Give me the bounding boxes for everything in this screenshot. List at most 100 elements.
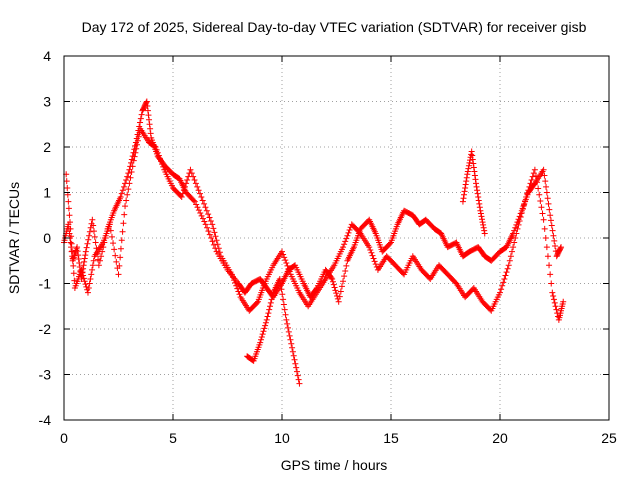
data-point-marker [543,183,550,190]
data-point-marker [538,204,545,211]
data-point-marker [474,187,481,194]
data-point-marker [193,201,200,208]
data-point-marker [68,248,75,255]
data-point-marker [280,251,287,258]
data-point-marker [344,232,351,239]
data-point-marker [557,245,564,252]
data-point-marker [190,197,197,204]
x-tick-label: 5 [169,430,177,446]
data-point-marker [188,170,195,177]
data-point-marker [85,236,92,243]
data-point-marker [476,200,483,207]
data-point-marker [547,217,554,224]
data-point-marker [215,245,222,252]
data-point-marker [210,225,217,232]
data-point-marker [263,316,270,323]
data-point-marker [289,344,296,351]
series-track-d [459,148,488,237]
data-point-marker [552,242,559,249]
data-point-marker [196,190,203,197]
data-point-marker [464,168,471,175]
data-point-marker [202,204,209,211]
data-point-marker [343,235,350,242]
data-point-marker [111,246,118,253]
data-point-marker [75,252,82,259]
data-point-marker [86,232,93,239]
data-point-marker [288,340,295,347]
data-point-marker [85,285,92,292]
data-point-marker [129,163,136,170]
data-point-marker [293,364,300,371]
data-point-marker [550,293,557,300]
data-point-marker [473,183,480,190]
data-point-marker [231,277,238,284]
data-point-marker [262,322,269,329]
data-point-marker [500,279,507,286]
data-point-marker [518,209,525,216]
data-point-marker [546,262,553,269]
data-point-marker [459,198,466,205]
data-point-marker [253,299,260,306]
data-point-marker [158,158,165,165]
data-point-marker [194,183,201,190]
data-point-marker [525,187,532,194]
data-point-marker [68,244,75,251]
data-point-marker [541,225,548,232]
data-points [61,98,567,387]
data-point-marker [545,200,552,207]
y-tick-label: 4 [43,48,51,64]
data-point-marker [154,149,161,156]
data-point-marker [544,253,551,260]
y-tick-label: 2 [43,139,51,155]
data-point-marker [68,240,75,247]
data-point-marker [282,257,289,264]
data-point-marker [532,173,539,180]
data-point-marker [368,249,375,256]
data-point-marker [205,211,212,218]
data-point-marker [198,194,205,201]
data-point-marker [540,166,547,173]
data-point-marker [160,163,167,170]
data-point-marker [340,278,347,285]
data-point-marker [290,352,297,359]
data-point-marker [537,198,544,205]
data-point-marker [155,152,162,159]
data-point-marker [286,268,293,275]
data-point-marker [550,296,557,303]
data-point-marker [544,195,551,202]
data-point-marker [503,269,510,276]
data-point-marker [516,217,523,224]
data-point-marker [465,162,472,169]
data-point-marker [184,176,191,183]
data-point-marker [337,288,344,295]
data-point-marker [468,151,475,158]
data-point-marker [183,180,190,187]
y-tick-label: -2 [39,321,52,337]
data-point-marker [331,284,338,291]
data-point-marker [76,260,83,267]
data-point-marker [369,252,376,259]
data-point-marker [123,176,130,183]
data-point-marker [125,186,132,193]
data-point-marker [82,252,89,259]
data-point-marker [116,262,123,269]
data-point-marker [143,98,150,105]
y-tick-label: 0 [43,230,51,246]
data-point-marker [517,213,524,220]
data-point-marker [118,190,125,197]
data-point-marker [542,235,549,241]
data-point-marker [469,152,476,159]
data-point-marker [332,287,339,294]
data-point-marker [462,184,469,191]
data-point-marker [209,238,216,245]
data-point-marker [144,103,151,110]
y-tick-label: -4 [39,412,52,428]
data-point-marker [257,339,264,346]
data-point-marker [560,298,567,305]
data-point-marker [527,180,534,187]
data-point-marker [127,174,134,181]
data-point-marker [285,265,292,272]
data-point-marker [86,228,93,235]
data-point-marker [143,99,150,106]
data-point-marker [146,116,153,123]
